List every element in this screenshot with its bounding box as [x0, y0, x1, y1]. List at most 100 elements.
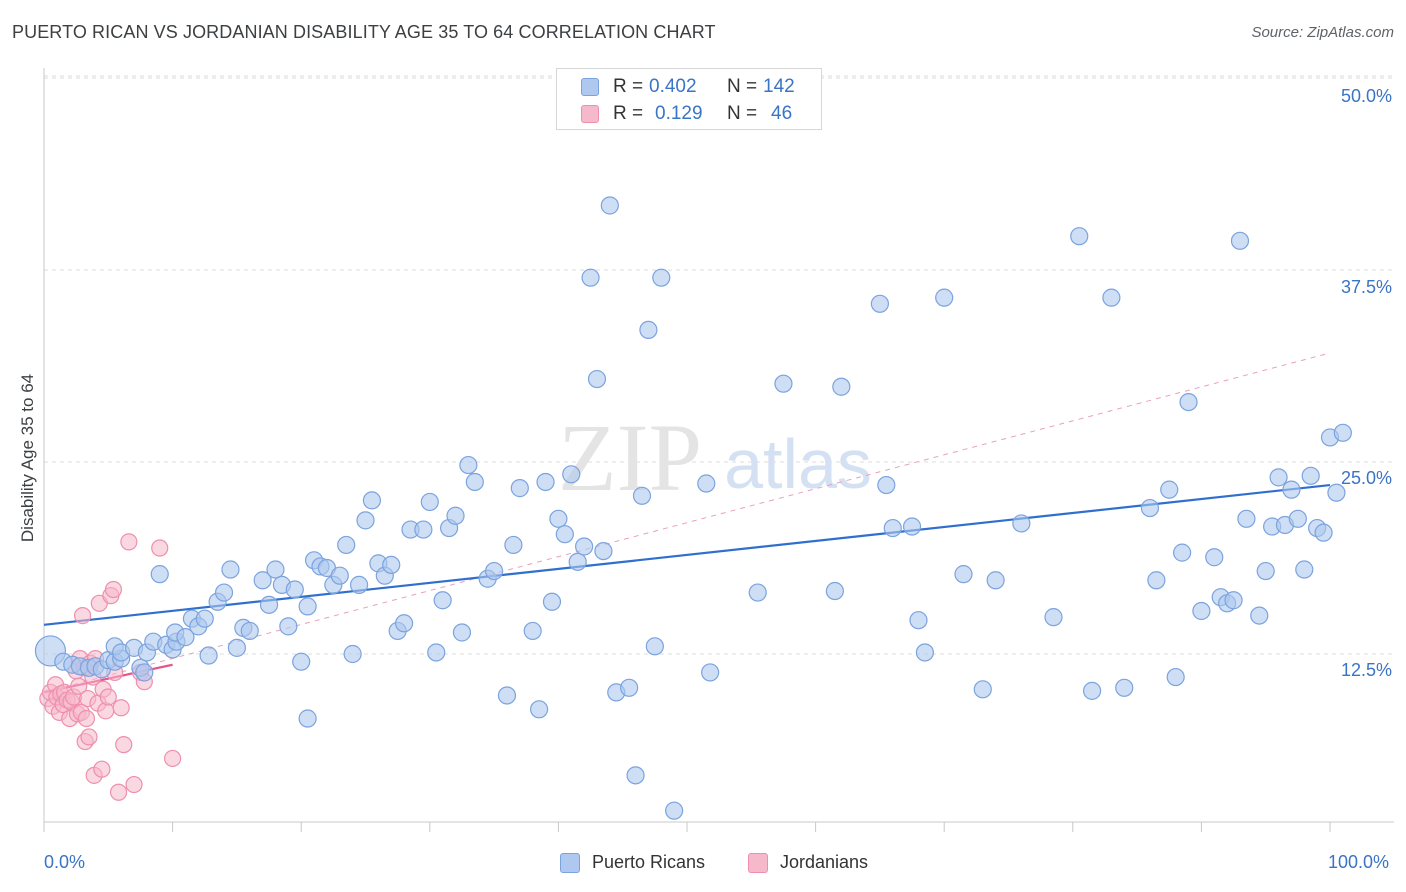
- puerto-rican-point: [701, 663, 720, 682]
- puerto-rican-point: [555, 525, 574, 544]
- jordanian-point: [164, 749, 182, 768]
- puerto-rican-point: [1082, 681, 1102, 700]
- puerto-rican-point: [825, 581, 844, 601]
- puerto-rican-point: [1250, 606, 1269, 625]
- jordanian-point: [112, 699, 130, 717]
- jordanian-point: [97, 702, 115, 720]
- puerto-rican-point: [549, 509, 568, 528]
- puerto-rican-point: [382, 555, 401, 575]
- legend-n-value: 142: [763, 76, 795, 97]
- jordanian-trend-extension: [43, 352, 1331, 693]
- puerto-rican-point: [986, 571, 1005, 590]
- puerto-rican-point: [1179, 392, 1198, 412]
- puerto-rican-point: [1115, 678, 1134, 697]
- puerto-rican-point: [135, 663, 154, 682]
- puerto-rican-point: [427, 643, 446, 662]
- watermark-atlas: atlas: [724, 425, 872, 503]
- puerto-rican-point: [298, 597, 317, 616]
- puerto-rican-point: [1070, 227, 1089, 246]
- puerto-rican-point: [870, 294, 890, 313]
- puerto-rican-point: [1140, 498, 1160, 518]
- puerto-rican-point: [909, 611, 928, 630]
- puerto-rican-point: [832, 377, 851, 396]
- puerto-rican-point: [504, 535, 523, 555]
- jordanian-point: [99, 688, 117, 706]
- puerto-rican-point: [420, 492, 439, 512]
- puerto-rican-point: [199, 646, 218, 665]
- puerto-rican-point: [902, 517, 922, 536]
- puerto-rican-point: [240, 621, 259, 641]
- jordanian-point: [109, 783, 128, 801]
- jordanian-point: [125, 775, 143, 794]
- legend-r-value: 0.129: [655, 103, 703, 124]
- puerto-rican-point: [883, 518, 902, 538]
- puerto-rican-point: [1147, 571, 1166, 590]
- puerto-rican-point: [774, 374, 793, 393]
- axes: [43, 68, 1394, 832]
- puerto-rican-point: [748, 583, 767, 602]
- puerto-rican-point: [1166, 667, 1185, 687]
- chart-title: PUERTO RICAN VS JORDANIAN DISABILITY AGE…: [12, 22, 716, 42]
- puerto-rican-point: [253, 571, 272, 590]
- puerto-rican-point: [620, 678, 639, 697]
- puerto-rican-point: [1301, 466, 1320, 485]
- puerto-rican-point: [414, 520, 433, 539]
- y-tick-label: 12.5%: [1340, 660, 1392, 680]
- puerto-rican-point: [330, 566, 349, 585]
- puerto-rican-point: [1102, 288, 1121, 307]
- puerto-rican-point: [1269, 468, 1288, 487]
- legend-label: Jordanians: [780, 852, 869, 872]
- pink-swatch: [581, 105, 599, 123]
- puerto-rican-point: [465, 472, 484, 492]
- puerto-rican-points: [34, 196, 1352, 820]
- puerto-rican-point: [523, 621, 542, 641]
- puerto-rican-point: [626, 766, 645, 785]
- puerto-rican-point: [1327, 483, 1346, 502]
- legend-n-value: 46: [771, 103, 793, 124]
- watermark-zip: ZIP: [558, 404, 702, 511]
- puerto-rican-point: [349, 575, 369, 594]
- puerto-rican-point: [1314, 523, 1333, 542]
- puerto-rican-point: [433, 591, 452, 610]
- jordanian-point: [73, 606, 92, 625]
- puerto-rican-point: [935, 288, 954, 307]
- legend-n-label: N =: [727, 76, 758, 97]
- puerto-rican-point: [1173, 543, 1192, 562]
- puerto-rican-point: [562, 465, 581, 484]
- puerto-rican-point: [459, 455, 478, 475]
- puerto-rican-point: [259, 595, 279, 614]
- puerto-rican-point: [645, 637, 664, 656]
- puerto-rican-point: [362, 491, 382, 510]
- correlation-legend: R = 0.402 N = 142 R = 0.129 N = 46: [556, 68, 822, 130]
- source-label: Source: ZipAtlas.com: [1251, 24, 1394, 41]
- jordanian-point: [77, 709, 96, 728]
- puerto-rican-point: [195, 609, 214, 628]
- puerto-rican-point: [973, 680, 992, 699]
- puerto-rican-point: [1333, 423, 1352, 442]
- puerto-rican-point: [652, 268, 671, 287]
- puerto-rican-point: [1012, 514, 1031, 533]
- puerto-rican-point: [915, 643, 935, 662]
- jordanian-point: [151, 539, 169, 557]
- puerto-rican-point: [575, 537, 594, 556]
- jordanian-point: [115, 736, 133, 754]
- puerto-rican-point: [343, 644, 362, 664]
- puerto-rican-point: [1295, 560, 1314, 579]
- puerto-rican-point: [542, 592, 562, 611]
- jordanian-point: [93, 760, 111, 778]
- jordanian-point: [120, 533, 138, 551]
- puerto-rican-point: [337, 535, 356, 555]
- puerto-rican-point: [285, 580, 304, 599]
- puerto-rican-point: [510, 479, 529, 498]
- puerto-rican-point: [292, 652, 311, 671]
- puerto-rican-point: [266, 560, 285, 579]
- puerto-rican-point: [877, 475, 896, 495]
- legend-label: Puerto Ricans: [592, 852, 706, 872]
- blue-swatch: [581, 78, 599, 96]
- jordanian-point: [70, 677, 88, 695]
- blue-swatch: [560, 853, 580, 873]
- watermark: ZIP atlas: [558, 404, 872, 511]
- puerto-rican-point: [1192, 601, 1211, 621]
- y-tick-label: 37.5%: [1340, 277, 1392, 297]
